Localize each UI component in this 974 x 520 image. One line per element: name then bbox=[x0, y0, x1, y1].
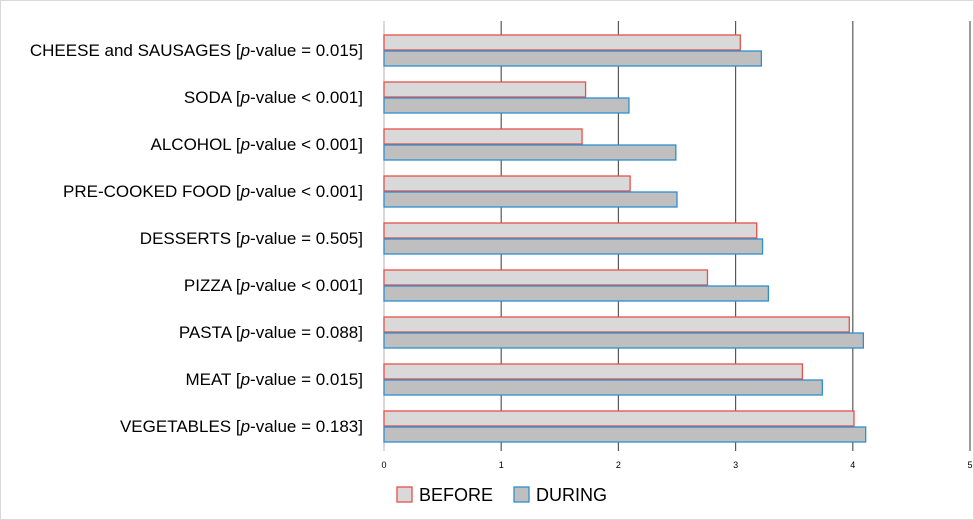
category-labels: CHEESE and SAUSAGES [p-value = 0.015]SOD… bbox=[30, 41, 363, 436]
bar-before-4 bbox=[383, 222, 758, 239]
category-label: PRE-COOKED FOOD [p-value < 0.001] bbox=[63, 182, 363, 201]
bar-during-5 bbox=[383, 285, 770, 302]
bar-during-1 bbox=[383, 97, 630, 114]
category-name: PRE-COOKED FOOD [ bbox=[63, 182, 241, 201]
bar-before-7 bbox=[383, 363, 804, 380]
category-name: ALCOHOL [ bbox=[151, 135, 241, 154]
bar-before-0 bbox=[383, 34, 741, 51]
category-label: ALCOHOL [p-value < 0.001] bbox=[151, 135, 364, 154]
stat-value: -value < 0.001] bbox=[250, 182, 363, 201]
bar-during-2 bbox=[383, 144, 677, 161]
bar-during-0 bbox=[383, 50, 763, 67]
stat-letter: p bbox=[240, 323, 250, 342]
stat-letter: p bbox=[240, 182, 250, 201]
stat-value: -value = 0.183] bbox=[250, 417, 363, 436]
x-tick-label: 3 bbox=[733, 460, 738, 470]
category-name: PIZZA [ bbox=[184, 276, 241, 295]
stat-letter: p bbox=[240, 229, 250, 248]
x-tick-label: 4 bbox=[850, 460, 855, 470]
x-axis: 0 1 2 3 4 5 bbox=[381, 460, 972, 470]
stat-value: -value < 0.001] bbox=[250, 276, 363, 295]
category-name: SODA [ bbox=[184, 88, 241, 107]
stat-letter: p bbox=[240, 135, 250, 154]
x-tick-label: 2 bbox=[616, 460, 621, 470]
category-label: DESSERTS [p-value = 0.505] bbox=[140, 229, 363, 248]
category-label: SODA [p-value < 0.001] bbox=[184, 88, 363, 107]
bars bbox=[383, 34, 867, 443]
stat-value: -value = 0.505] bbox=[250, 229, 363, 248]
category-label: PIZZA [p-value < 0.001] bbox=[184, 276, 363, 295]
category-label: MEAT [p-value = 0.015] bbox=[185, 370, 363, 389]
bar-during-4 bbox=[383, 238, 764, 255]
x-tick-label: 0 bbox=[381, 460, 386, 470]
x-tick-label: 1 bbox=[499, 460, 504, 470]
stat-letter: p bbox=[240, 41, 250, 60]
stat-letter: p bbox=[240, 276, 250, 295]
category-name: MEAT [ bbox=[185, 370, 240, 389]
legend-label-during: DURING bbox=[536, 485, 607, 505]
stat-letter: p bbox=[240, 417, 250, 436]
stat-letter: p bbox=[240, 370, 250, 389]
stat-value: -value = 0.015] bbox=[250, 41, 363, 60]
category-label: VEGETABLES [p-value = 0.183] bbox=[120, 417, 363, 436]
stat-value: -value < 0.001] bbox=[250, 88, 363, 107]
x-tick-label: 5 bbox=[967, 460, 972, 470]
legend-swatch-during bbox=[513, 486, 530, 503]
stat-letter: p bbox=[240, 88, 250, 107]
bar-during-6 bbox=[383, 332, 864, 349]
legend: BEFORE DURING bbox=[396, 485, 607, 505]
bar-before-1 bbox=[383, 81, 587, 98]
bar-before-3 bbox=[383, 175, 631, 192]
stat-value: -value = 0.088] bbox=[250, 323, 363, 342]
bar-before-2 bbox=[383, 128, 583, 145]
legend-swatch-before bbox=[396, 486, 413, 503]
category-label: CHEESE and SAUSAGES [p-value = 0.015] bbox=[30, 41, 363, 60]
category-name: DESSERTS [ bbox=[140, 229, 241, 248]
category-name: PASTA [ bbox=[179, 323, 241, 342]
bar-during-7 bbox=[383, 379, 823, 396]
category-name: VEGETABLES [ bbox=[120, 417, 241, 436]
category-label: PASTA [p-value = 0.088] bbox=[179, 323, 363, 342]
stat-value: -value < 0.001] bbox=[250, 135, 363, 154]
category-name: CHEESE and SAUSAGES [ bbox=[30, 41, 241, 60]
bar-before-8 bbox=[383, 410, 855, 427]
bar-before-5 bbox=[383, 269, 709, 286]
legend-label-before: BEFORE bbox=[419, 485, 493, 505]
bar-during-3 bbox=[383, 191, 678, 208]
bar-before-6 bbox=[383, 316, 850, 333]
bar-during-8 bbox=[383, 426, 867, 443]
stat-value: -value = 0.015] bbox=[250, 370, 363, 389]
